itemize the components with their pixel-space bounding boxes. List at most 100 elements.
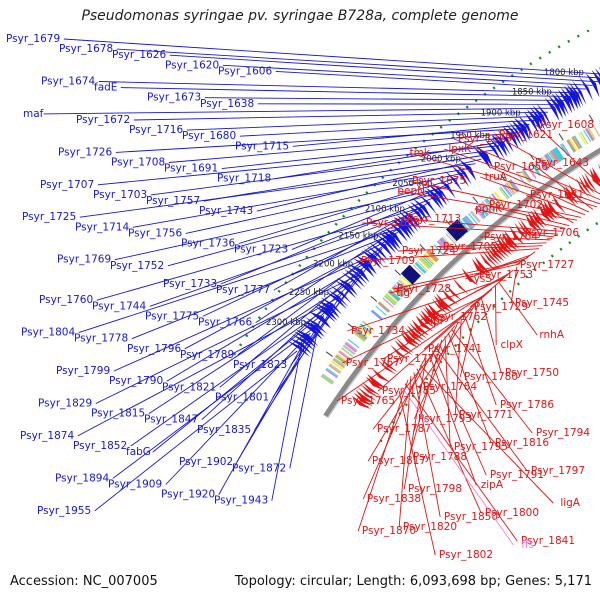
gene-leader-line <box>454 138 600 201</box>
gene-label: Psyr_1838 <box>367 493 421 505</box>
gene-label: Psyr_1678 <box>59 43 113 55</box>
gene-label: clpX <box>500 339 523 351</box>
reverse-strand-gene <box>372 237 394 258</box>
cog-category-block <box>480 202 491 215</box>
cog-category-block <box>347 338 360 349</box>
reverse-strand-gene <box>409 201 429 223</box>
gene-label: Psyr_1698 <box>366 217 420 229</box>
forward-strand-gene <box>431 298 449 315</box>
reverse-strand-gene <box>423 189 443 211</box>
forward-strand-gene <box>351 395 372 410</box>
reverse-strand-gene <box>361 250 382 270</box>
reverse-strand-gene <box>407 204 427 225</box>
gene-leader-line <box>393 260 525 290</box>
gene-leader-line <box>398 245 543 252</box>
cog-category-block <box>465 215 476 228</box>
reverse-strand-gene <box>291 334 315 351</box>
gene-leader-line <box>435 346 528 472</box>
forward-strand-gene <box>568 182 582 203</box>
cog-category-block <box>571 136 581 150</box>
cog-category-block <box>341 347 354 358</box>
gene-leader-line <box>237 242 388 356</box>
gene-leader-line <box>480 176 586 216</box>
gene-leader-line <box>480 236 551 241</box>
gene-leader-line <box>289 321 320 469</box>
gene-label: Psyr_1713 <box>407 213 461 225</box>
cog-category-block <box>394 284 406 295</box>
forward-strand-gene <box>517 219 533 239</box>
gene-leader-line <box>439 242 547 248</box>
gene-label: Psyr_1775 <box>145 310 199 322</box>
cog-category-block <box>353 331 366 342</box>
gene-label: Psyr_1724 <box>402 245 456 257</box>
gene-leader-line <box>525 194 574 224</box>
cog-category-block <box>383 294 396 306</box>
scale-tick-mark <box>370 295 378 302</box>
scale-tick-mark <box>500 174 506 182</box>
forward-strand-gene <box>502 232 518 251</box>
gene-label: Psyr_1796 <box>127 343 181 355</box>
cog-category-block <box>385 293 398 304</box>
gene-leader-line <box>133 111 548 121</box>
gene-label: clpP <box>424 315 446 327</box>
gene-leader-line <box>131 231 399 340</box>
gene-label: Psyr_1786 <box>500 399 554 411</box>
gene-label: Psyr_1638 <box>200 98 254 110</box>
reverse-strand-gene <box>444 170 463 193</box>
forward-strand-gene <box>461 268 479 286</box>
gene-label: Psyr_1656 <box>494 161 548 173</box>
cog-category-block <box>493 191 505 204</box>
gene-label: Psyr_1728 <box>397 283 451 295</box>
forward-strand-gene <box>365 376 385 391</box>
gene-leader-line <box>202 216 415 317</box>
gene-label: cysS <box>468 273 492 285</box>
cog-category-block <box>522 169 533 182</box>
forward-strand-gene <box>361 381 381 396</box>
gene-label: Psyr_1691 <box>164 163 218 175</box>
scale-tick-label: 1850 kbp <box>512 88 552 98</box>
cog-category-block <box>445 233 456 245</box>
gene-leader-line <box>416 368 482 514</box>
cog-category-block <box>549 150 559 164</box>
gene-leader-line <box>203 154 488 202</box>
forward-strand-gene <box>420 309 439 327</box>
cog-category-block <box>387 292 399 303</box>
forward-strand-gene <box>532 207 548 228</box>
scale-tick-label: 1900 kbp <box>481 109 521 119</box>
gene-leader-line <box>275 70 586 90</box>
cog-category-block <box>423 254 434 266</box>
reverse-strand-gene <box>330 285 352 304</box>
gene-label: Psyr_1802 <box>439 549 493 561</box>
gene-label: tig <box>396 287 410 299</box>
gene-label: Psyr_1791 <box>490 469 544 481</box>
gene-leader-line <box>95 275 358 404</box>
gene-label: ligA <box>560 497 580 509</box>
cog-category-block <box>329 363 342 373</box>
gene-label: Psyr_1733 <box>163 278 217 290</box>
gene-label: Psyr_1785 <box>382 385 436 397</box>
gene-label: Psyr_1801 <box>215 391 269 403</box>
gene-label: Psyr_1707 <box>40 179 94 191</box>
gene-label: Psyr_1708 <box>111 157 165 169</box>
cog-category-block <box>421 255 433 267</box>
cog-category-block <box>552 148 562 162</box>
gene-label: Psyr_1760 <box>39 294 93 306</box>
reverse-strand-gene <box>518 115 534 139</box>
gene-leader-line <box>403 357 427 490</box>
gene-leader-line <box>79 163 476 218</box>
gene-leader-line <box>447 332 492 444</box>
gene-leader-line <box>485 204 570 227</box>
gene-label: Psyr_1734 <box>351 325 405 337</box>
cog-category-block <box>569 138 578 151</box>
cog-category-block <box>587 126 596 140</box>
gene-leader-line <box>431 350 487 476</box>
cog-category-block <box>414 261 427 274</box>
forward-strand-gene <box>498 235 515 254</box>
gene-leader-line <box>274 140 506 180</box>
gene-leader-line <box>291 182 453 251</box>
gene-label: Psyr_1790 <box>109 375 163 387</box>
gene-leader-line <box>444 336 451 448</box>
cog-category-block <box>509 179 520 192</box>
reverse-strand-gene <box>300 322 323 340</box>
